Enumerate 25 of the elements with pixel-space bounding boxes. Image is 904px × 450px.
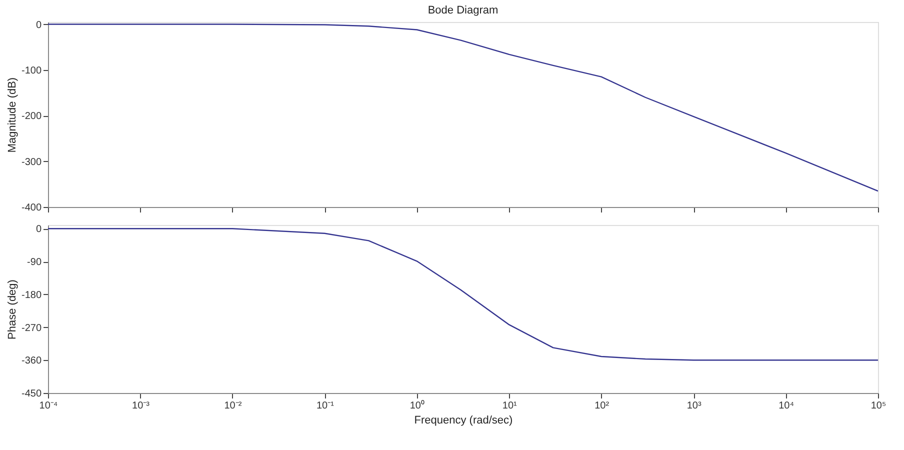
- y-tick-label: -300: [21, 156, 42, 168]
- y-axis-title: Magnitude (dB): [6, 77, 18, 153]
- y-tick-label: -200: [21, 111, 42, 122]
- y-axis-title: Phase (deg): [6, 280, 18, 340]
- x-tick-label: 10⁵: [870, 400, 886, 412]
- x-tick-label: 10⁻²: [224, 400, 242, 412]
- x-tick-label: 10⁰: [410, 400, 425, 412]
- y-tick-label: -450: [21, 388, 42, 400]
- x-tick-label: 10¹: [502, 400, 518, 412]
- y-tick-label: 0: [36, 224, 42, 236]
- y-tick-label: -270: [21, 322, 42, 334]
- y-tick-label: -180: [21, 290, 42, 301]
- y-tick-label: -90: [27, 257, 42, 268]
- x-tick-label: 10⁴: [778, 400, 794, 412]
- x-tick-label: 10⁻¹: [316, 400, 335, 412]
- y-tick-label: 0: [36, 20, 42, 31]
- x-axis-title: Frequency (rad/sec): [414, 414, 513, 426]
- x-tick-label: 10³: [686, 400, 702, 412]
- x-tick-label: 10⁻³: [132, 400, 150, 412]
- y-tick-label: -100: [21, 65, 42, 76]
- x-tick-label: 10⁻⁴: [39, 400, 58, 412]
- chart-title: Bode Diagram: [428, 4, 498, 16]
- y-tick-label: -360: [21, 356, 42, 367]
- y-tick-label: -400: [21, 202, 42, 214]
- x-tick-label: 10²: [594, 400, 610, 412]
